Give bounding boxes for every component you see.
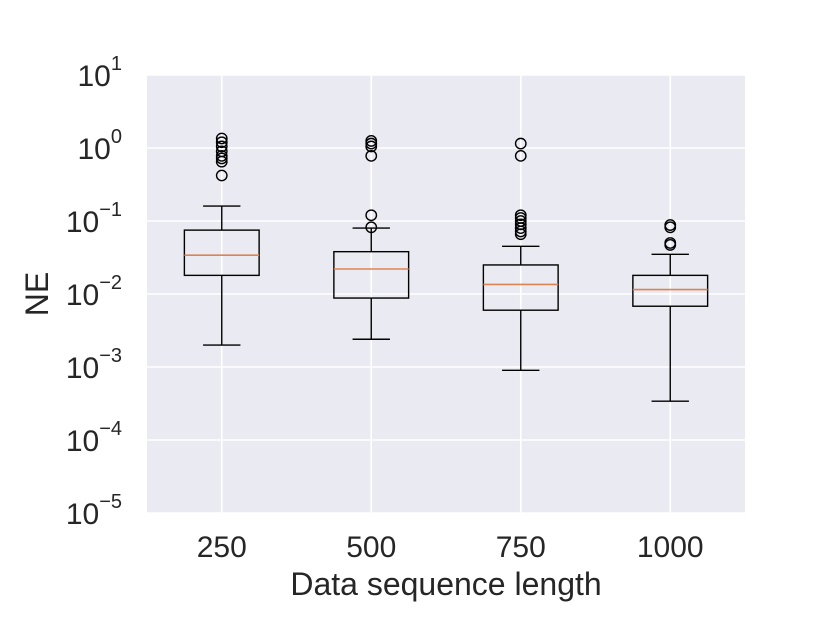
y-tick-label: 10−3 — [66, 345, 122, 385]
y-tick-base: 10 — [78, 60, 111, 93]
outlier-point — [664, 237, 677, 249]
outlier-point — [664, 219, 677, 231]
outlier-point — [215, 136, 228, 149]
box-750 — [482, 137, 559, 372]
outlier-point — [215, 169, 228, 182]
box-500 — [333, 135, 410, 340]
outlier-point — [514, 149, 527, 162]
outlier-point — [365, 221, 378, 234]
y-tick-base: 10 — [66, 425, 99, 458]
outlier-point — [365, 140, 378, 153]
y-tick-exponent: 0 — [111, 126, 122, 148]
y-tick-label: 101 — [78, 53, 123, 93]
y-tick-label: 10−5 — [66, 491, 122, 531]
iqr-box — [632, 274, 709, 307]
x-axis-label: Data sequence length — [290, 566, 601, 602]
x-axis-ticks: 250 500 750 1000 — [197, 531, 704, 564]
outlier-point — [365, 135, 378, 147]
outlier-point — [365, 209, 378, 222]
y-tick-exponent: −1 — [99, 199, 122, 221]
outlier-point — [514, 137, 527, 150]
outlier-point — [365, 149, 378, 162]
outlier-point — [215, 145, 228, 158]
y-tick-base: 10 — [78, 133, 111, 166]
y-tick-label: 10−4 — [66, 418, 122, 458]
outlier-point — [514, 215, 527, 227]
y-tick-base: 10 — [66, 352, 99, 385]
y-axis-label: NE — [19, 272, 55, 316]
x-tick-label: 250 — [197, 531, 247, 564]
outlier-point — [514, 218, 527, 231]
y-tick-exponent: −3 — [99, 345, 122, 367]
outlier-point — [514, 209, 527, 222]
iqr-box — [183, 229, 260, 277]
box-1000 — [632, 219, 709, 402]
y-tick-exponent: −4 — [99, 418, 122, 440]
box-250 — [183, 132, 260, 346]
y-tick-base: 10 — [66, 206, 99, 239]
x-tick-label: 750 — [496, 531, 546, 564]
iqr-box — [333, 250, 410, 299]
y-tick-exponent: −2 — [99, 272, 122, 294]
y-tick-base: 10 — [66, 498, 99, 531]
box-series — [183, 132, 709, 402]
y-tick-label: 100 — [78, 126, 123, 166]
y-tick-exponent: −5 — [99, 491, 122, 513]
x-tick-label: 500 — [346, 531, 396, 564]
y-tick-exponent: 1 — [111, 53, 122, 75]
x-tick-label: 1000 — [637, 531, 704, 564]
y-tick-base: 10 — [66, 279, 99, 312]
outlier-point — [215, 132, 228, 145]
y-tick-label: 10−1 — [66, 199, 122, 239]
outlier-point — [215, 140, 228, 153]
y-tick-label: 10−2 — [66, 272, 122, 312]
iqr-box — [482, 264, 559, 311]
outlier-point — [215, 149, 228, 162]
